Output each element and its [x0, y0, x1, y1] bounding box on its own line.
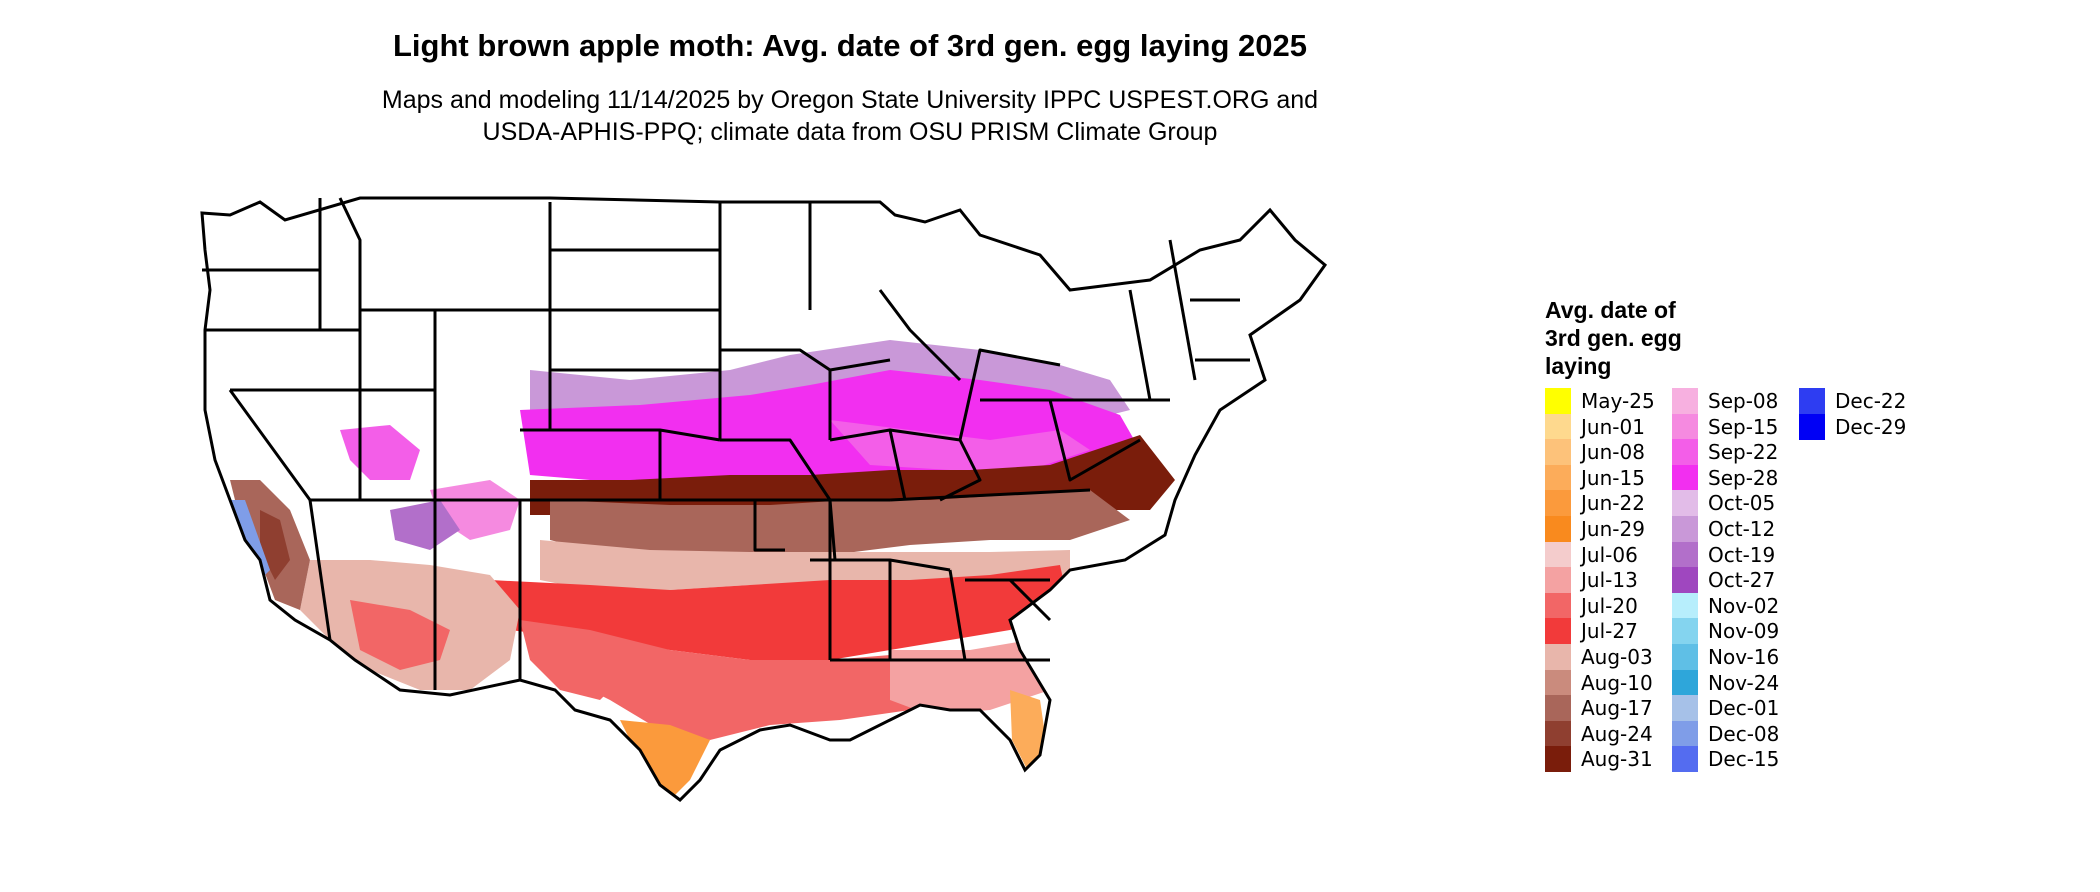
legend-label: Jun-01: [1581, 414, 1645, 439]
legend-label: Aug-10: [1581, 670, 1653, 695]
legend-swatch: [1672, 413, 1698, 440]
legend-swatch: [1799, 388, 1825, 414]
legend-label: Jul-27: [1581, 619, 1638, 644]
legend-label: Oct-05: [1708, 491, 1776, 516]
legend-swatch: [1672, 618, 1698, 645]
legend-swatch: [1799, 413, 1825, 440]
legend-label: Jun-29: [1581, 517, 1645, 541]
legend-label: Jul-06: [1581, 542, 1638, 567]
legend-label: Sep-08: [1708, 389, 1779, 413]
legend-swatch: [1672, 592, 1698, 619]
legend-swatch: [1545, 618, 1571, 645]
legend-label: May-25: [1581, 389, 1655, 413]
legend-label: Jul-20: [1581, 593, 1638, 618]
legend-swatch: [1545, 695, 1571, 722]
legend-title-line: laying: [1545, 353, 1612, 379]
legend-swatch: [1545, 490, 1571, 517]
legend-label: Aug-24: [1581, 721, 1653, 746]
legend-swatch: [1672, 439, 1698, 466]
legend-title-line: 3rd gen. egg: [1545, 325, 1682, 351]
legend-swatch: [1672, 746, 1698, 773]
legend-label: Sep-22: [1708, 440, 1779, 465]
legend-swatch: [1672, 490, 1698, 517]
map-subtitle-line-2: USDA-APHIS-PPQ; climate data from OSU PR…: [482, 118, 1218, 146]
legend-label: Sep-15: [1708, 414, 1779, 439]
legend-label: Dec-29: [1835, 414, 1907, 439]
legend-swatch: [1545, 541, 1571, 568]
legend-swatch: [1545, 516, 1571, 542]
legend-swatch: [1545, 746, 1571, 773]
legend-label: Jun-15: [1581, 465, 1645, 490]
state-borders: [202, 197, 1250, 690]
legend-swatch: [1672, 644, 1698, 670]
legend-swatch: [1545, 464, 1571, 491]
map-subtitle-line-1: Maps and modeling 11/14/2025 by Oregon S…: [381, 86, 1319, 114]
legend-swatch: [1545, 439, 1571, 466]
legend-label: Dec-15: [1708, 747, 1780, 772]
legend-swatch: [1545, 669, 1571, 696]
legend-swatch: [1545, 567, 1571, 594]
legend-swatch: [1545, 388, 1571, 414]
legend-swatch: [1672, 720, 1698, 747]
legend-label: Nov-02: [1708, 593, 1780, 618]
legend-swatch: [1545, 720, 1571, 747]
legend: May-25 Jun-01 Jun-08 Jun-15 Jun-22 Jun-29 Jul-…: [1545, 388, 2045, 778]
legend-label: Jun-08: [1581, 440, 1645, 465]
legend-swatch: [1672, 464, 1698, 491]
legend-title: Avg. date of 3rd gen. egg laying: [1545, 296, 1735, 380]
map-title: Light brown apple moth: Avg. date of 3rd…: [392, 28, 1307, 63]
legend-label: Dec-08: [1708, 721, 1780, 746]
legend-swatch: [1672, 567, 1698, 594]
legend-label: Aug-31: [1581, 747, 1653, 772]
legend-label: Jul-13: [1581, 568, 1638, 593]
legend-label: Oct-12: [1708, 517, 1776, 541]
legend-swatch: [1672, 669, 1698, 696]
legend-label: Dec-01: [1708, 696, 1780, 721]
legend-swatch: [1545, 592, 1571, 619]
legend-label: Sep-28: [1708, 465, 1779, 490]
legend-swatch: [1672, 388, 1698, 414]
legend-swatch: [1672, 695, 1698, 722]
legend-label: Oct-27: [1708, 568, 1776, 593]
us-map: [200, 196, 1327, 802]
legend-label: Jun-22: [1581, 491, 1645, 516]
legend-label: Oct-19: [1708, 542, 1776, 567]
legend-swatch: [1672, 541, 1698, 568]
legend-label: Aug-03: [1581, 645, 1653, 669]
legend-label: Nov-24: [1708, 670, 1780, 695]
legend-title-line: Avg. date of: [1545, 297, 1676, 323]
legend-swatch: [1545, 644, 1571, 670]
legend-label: Nov-09: [1708, 619, 1780, 644]
legend-swatch: [1545, 413, 1571, 440]
legend-label: Nov-16: [1708, 645, 1780, 669]
legend-swatch: [1672, 516, 1698, 542]
legend-label: Dec-22: [1835, 389, 1907, 413]
legend-label: Aug-17: [1581, 696, 1653, 721]
